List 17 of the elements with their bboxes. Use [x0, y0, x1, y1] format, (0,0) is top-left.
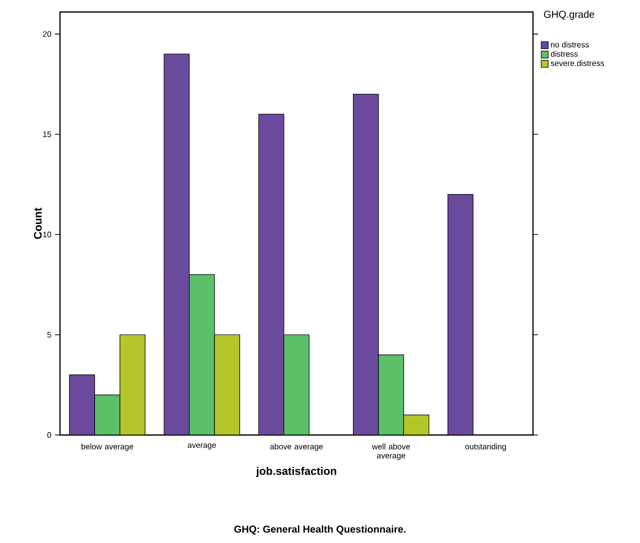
y-tick-label: 0 [47, 432, 52, 438]
legend-title: GHQ.grade [544, 10, 594, 20]
x-tick-label: outstanding [465, 444, 506, 451]
x-tick-label: below average [82, 444, 134, 451]
legend-label: no distress [551, 42, 589, 48]
y-tick-label: 20 [42, 31, 52, 37]
legend-label: distress [550, 50, 578, 57]
y-tick-label: 10 [43, 232, 52, 238]
text: GHQ: General Health Questionnaire. [234, 525, 406, 535]
y-tick-label: 5 [47, 332, 52, 338]
y-tick-label: 15 [43, 131, 52, 138]
y-axis-title: Count [34, 208, 42, 239]
x-axis-title: job.satisfaction [256, 466, 336, 478]
x-tick-label: well above average [372, 444, 410, 460]
x-tick-label: average [188, 444, 216, 450]
legend-label: severe.distress [550, 60, 604, 66]
x-tick-label: above average [270, 444, 323, 451]
